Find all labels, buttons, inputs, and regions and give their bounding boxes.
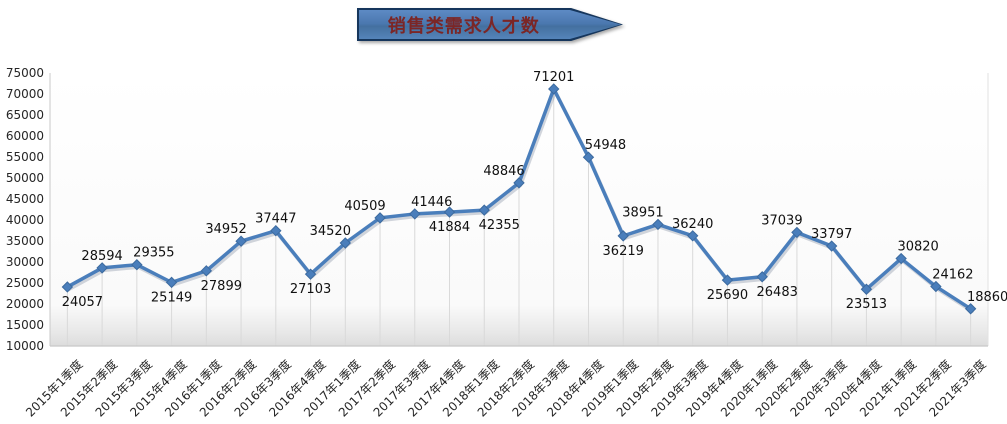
data-label: 24162 — [932, 268, 973, 283]
data-label: 54948 — [585, 138, 626, 153]
series-markers — [61, 83, 977, 315]
y-axis-tick-label: 30000 — [6, 255, 44, 269]
data-point-marker — [791, 226, 803, 239]
data-labels: 24057 28594 29355 25149 27899 34952 37447 27103… — [62, 70, 1007, 312]
data-label: 37447 — [255, 212, 296, 227]
data-point-marker — [686, 230, 699, 242]
data-point-marker — [478, 204, 490, 216]
y-axis-tick-label: 50000 — [6, 171, 44, 185]
data-label: 71201 — [533, 70, 574, 85]
data-point-marker — [61, 281, 74, 293]
data-label: 33797 — [811, 227, 852, 242]
y-axis-tick-label: 35000 — [6, 234, 44, 248]
chart-title-banner: 销售类需求人才数 — [357, 8, 623, 41]
data-label: 28594 — [81, 249, 122, 264]
x-axis: 2015年1季度2015年2季度2015年3季度2015年4季度2016年1季度… — [22, 357, 988, 420]
data-label: 30820 — [897, 240, 938, 255]
data-label: 36240 — [672, 217, 713, 232]
data-point-marker — [304, 268, 317, 280]
data-label: 27103 — [290, 282, 331, 297]
data-point-marker — [652, 218, 664, 231]
y-axis-tick-label: 15000 — [6, 318, 44, 332]
data-point-marker — [721, 274, 734, 286]
data-point-marker — [756, 271, 768, 283]
data-point-marker — [860, 283, 873, 295]
data-point-marker — [200, 265, 213, 277]
data-label: 26483 — [757, 285, 798, 300]
data-point-marker — [513, 177, 525, 189]
y-axis-tick-label: 70000 — [6, 87, 44, 101]
data-point-marker — [235, 235, 247, 247]
data-point-marker — [374, 212, 386, 224]
data-point-marker — [443, 206, 456, 218]
y-axis-tick-label: 20000 — [6, 297, 44, 311]
data-label: 25149 — [151, 290, 192, 305]
banner-arrow-fill: 销售类需求人才数 — [359, 10, 621, 39]
data-label: 23513 — [846, 297, 887, 312]
y-axis-tick-label: 60000 — [6, 129, 44, 143]
data-point-marker — [964, 303, 977, 315]
data-label: 41884 — [429, 220, 470, 235]
data-point-marker — [339, 237, 352, 249]
data-label: 41446 — [411, 195, 452, 210]
data-point-marker — [930, 280, 942, 293]
y-axis-tick-label: 10000 — [6, 339, 44, 353]
data-label: 34520 — [310, 224, 351, 239]
y-axis-tick-label: 40000 — [6, 213, 44, 227]
data-label: 36219 — [603, 244, 644, 259]
data-point-marker — [895, 252, 907, 265]
data-label: 34952 — [205, 222, 246, 237]
data-point-marker — [165, 276, 178, 289]
data-point-marker — [548, 83, 560, 95]
data-point-marker — [825, 240, 838, 252]
y-axis-tick-label: 55000 — [6, 150, 44, 164]
data-point-marker — [617, 230, 629, 242]
data-label: 29355 — [133, 246, 174, 261]
y-axis-tick-label: 65000 — [6, 108, 44, 122]
data-label: 24057 — [62, 295, 103, 310]
data-label: 37039 — [761, 213, 802, 228]
data-label: 18860 — [967, 290, 1007, 305]
y-axis: 10000 15000 20000 25000 30000 35000 40000 45000… — [6, 66, 44, 353]
drop-lines — [66, 88, 972, 346]
data-point-marker — [131, 259, 143, 271]
y-axis-tick-label: 75000 — [6, 66, 44, 80]
data-point-marker — [582, 151, 595, 163]
data-point-marker — [409, 208, 421, 220]
data-label: 25690 — [707, 288, 748, 303]
data-point-marker — [270, 225, 282, 237]
data-label: 38951 — [622, 205, 663, 220]
y-axis-tick-label: 25000 — [6, 276, 44, 290]
data-label: 40509 — [344, 199, 385, 214]
data-label: 27899 — [201, 279, 242, 294]
banner-arrow-shape: 销售类需求人才数 — [357, 8, 623, 41]
data-label: 42355 — [479, 218, 520, 233]
y-axis-tick-label: 45000 — [6, 192, 44, 206]
chart-title: 销售类需求人才数 — [387, 15, 540, 37]
data-point-marker — [96, 262, 108, 274]
data-label: 48846 — [483, 164, 524, 179]
